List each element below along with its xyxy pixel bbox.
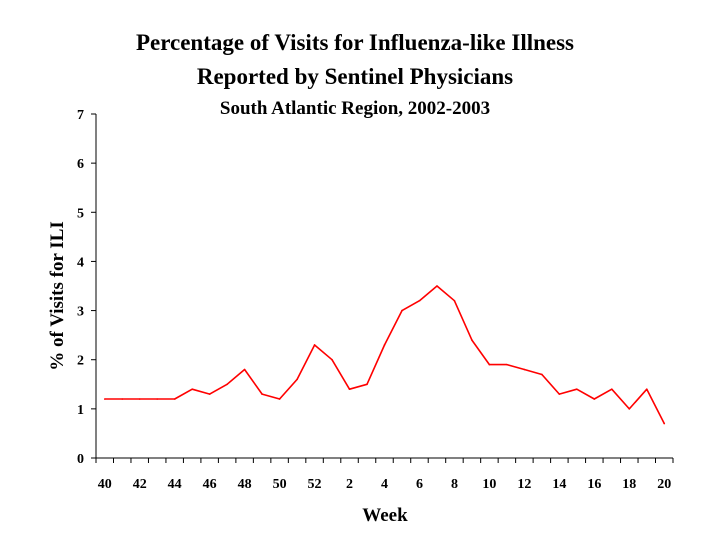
data-point (121, 398, 124, 400)
data-point (611, 388, 613, 391)
data-point (418, 299, 421, 302)
data-point (331, 358, 333, 361)
data-point (576, 388, 578, 391)
data-point (278, 398, 281, 400)
chart-title: Percentage of Visits for Influenza-like … (135, 30, 575, 55)
x-tick-label: 52 (308, 477, 322, 492)
data-point (226, 383, 228, 386)
x-tick-label: 42 (133, 477, 147, 492)
data-point (471, 339, 473, 341)
data-point (348, 388, 351, 391)
x-tick-label: 10 (482, 477, 496, 492)
x-tick-label: 44 (168, 477, 182, 492)
data-point (401, 309, 403, 312)
data-point (173, 398, 176, 400)
data-point (156, 398, 158, 400)
series-line (104, 285, 666, 424)
data-point (243, 368, 246, 371)
y-tick-label: 1 (77, 403, 84, 418)
data-point (383, 344, 386, 346)
x-tick-label: 2 (346, 477, 353, 492)
x-tick-label: 12 (517, 477, 531, 492)
x-tick-label: 16 (587, 477, 601, 492)
data-point (296, 378, 298, 381)
y-tick-label: 4 (77, 255, 84, 270)
x-tick-label: 40 (98, 477, 112, 492)
x-axis-label: Week (362, 505, 408, 526)
x-tick-label: 6 (416, 477, 423, 492)
data-point (593, 398, 596, 400)
y-tick-label: 7 (77, 108, 84, 123)
data-point (453, 299, 456, 302)
x-tick-label: 8 (451, 477, 458, 492)
x-tick-label: 50 (273, 477, 287, 492)
y-tick-label: 0 (77, 452, 84, 467)
data-point (436, 285, 438, 287)
data-point (558, 393, 561, 395)
data-point (191, 388, 193, 391)
x-tick-label: 14 (552, 477, 566, 492)
data-point (488, 363, 491, 366)
chart-subtitle: Reported by Sentinel Physicians (196, 64, 514, 89)
y-tick-label: 3 (77, 305, 84, 320)
data-point (663, 422, 666, 425)
y-tick-label: 6 (77, 157, 84, 172)
data-point (541, 373, 543, 376)
data-point (366, 383, 368, 386)
x-tick-label: 20 (657, 477, 671, 492)
data-point (208, 393, 211, 395)
y-tick-label: 2 (77, 354, 84, 369)
x-tick-label: 4 (381, 477, 388, 492)
data-point (103, 398, 106, 400)
data-point (506, 363, 508, 366)
data-point (523, 368, 526, 371)
y-tick-label: 5 (77, 206, 84, 221)
data-point (628, 408, 631, 410)
x-tick-label: 46 (203, 477, 217, 492)
chart-subtitle-region: South Atlantic Region, 2002-2003 (219, 98, 491, 119)
data-point (261, 393, 263, 395)
data-point (138, 398, 141, 400)
data-point (313, 344, 316, 346)
data-point (645, 388, 648, 391)
x-tick-label: 48 (238, 477, 252, 492)
x-tick-label: 18 (622, 477, 636, 492)
